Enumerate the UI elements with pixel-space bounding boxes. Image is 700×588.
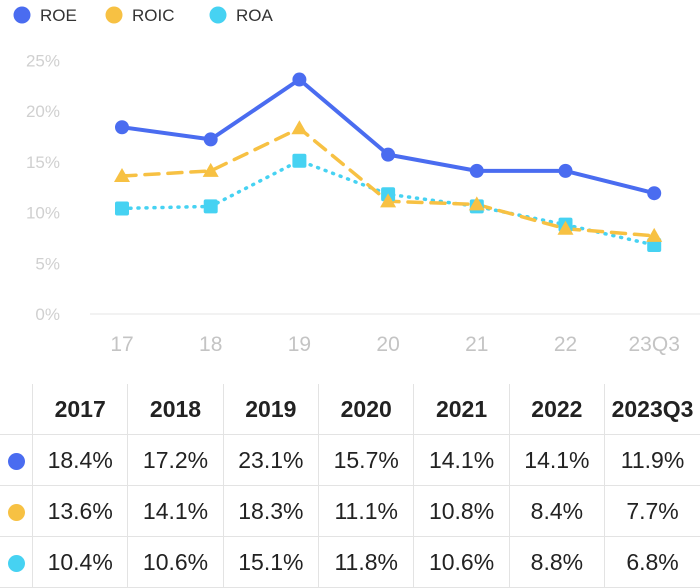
table-header-cell: 2019 xyxy=(222,384,320,435)
roe-point xyxy=(647,186,662,201)
roe-point xyxy=(558,163,573,178)
table-header-cell: 2022 xyxy=(508,384,606,435)
table-header-cell: 2021 xyxy=(413,384,510,435)
table-cell: 10.8% xyxy=(413,485,510,537)
roa-color-dot-cell xyxy=(0,536,33,588)
legend-dot-roa xyxy=(209,6,227,24)
roe-point xyxy=(292,72,307,87)
x-tick-label: 18 xyxy=(199,333,222,356)
table-cell: 17.2% xyxy=(127,434,224,486)
table-cell: 10.6% xyxy=(127,536,224,588)
table-cell: 14.1% xyxy=(508,434,606,486)
table-cell: 14.1% xyxy=(127,485,224,537)
table-cell: 18.4% xyxy=(31,434,129,486)
x-tick-label: 20 xyxy=(376,333,399,356)
legend-label-roa: ROA xyxy=(236,6,274,25)
roe-point xyxy=(381,147,396,162)
legend-label-roic: ROIC xyxy=(132,6,175,25)
legend-label-roe: ROE xyxy=(40,6,77,25)
x-tick-label: 22 xyxy=(554,333,577,356)
table-corner-cell xyxy=(0,384,33,435)
table-cell: 8.4% xyxy=(508,485,606,537)
roa-point xyxy=(203,199,218,214)
roic-point xyxy=(380,193,397,208)
roic-color-dot-cell xyxy=(0,485,33,537)
table-row-roa: 10.4% 10.6% 15.1% 11.8% 10.6% 8.8% 6.8% xyxy=(0,536,700,588)
y-tick-label: 20% xyxy=(26,102,60,121)
roic-point xyxy=(557,220,574,235)
roe-point xyxy=(115,120,129,135)
table-row-roe: 18.4% 17.2% 23.1% 15.7% 14.1% 14.1% 11.9… xyxy=(0,434,700,486)
table-header-cell: 2018 xyxy=(127,384,224,435)
y-tick-label: 15% xyxy=(26,153,60,172)
x-tick-label: 21 xyxy=(465,333,488,356)
table-header-cell: 2020 xyxy=(318,384,415,435)
roa-point xyxy=(292,153,307,168)
table-cell: 15.1% xyxy=(222,536,320,588)
series-lines xyxy=(120,77,657,247)
table-cell: 15.7% xyxy=(318,434,415,486)
table-header-row: 2017 2018 2019 2020 2021 2022 2023Q3 xyxy=(0,384,700,435)
table-cell: 8.8% xyxy=(508,536,606,588)
roa-dot-icon xyxy=(7,554,25,572)
series-markers xyxy=(114,72,663,252)
x-tick-label: 17 xyxy=(110,333,133,356)
x-tick-label: 23Q3 xyxy=(629,333,680,356)
table-row-roic: 13.6% 14.1% 18.3% 11.1% 10.8% 8.4% 7.7% xyxy=(0,485,700,537)
data-table: 2017 2018 2019 2020 2021 2022 2023Q3 18.… xyxy=(0,384,700,588)
roic-point xyxy=(468,196,485,211)
x-tick-label: 19 xyxy=(288,333,311,356)
table-cell: 7.7% xyxy=(604,485,700,537)
roe-point xyxy=(203,132,218,147)
table-cell: 10.4% xyxy=(31,536,129,588)
series-line-roic xyxy=(120,126,656,238)
roic-point xyxy=(114,167,130,182)
table-cell: 18.3% xyxy=(222,485,320,537)
roic-dot-icon xyxy=(7,503,25,521)
y-axis: 0% 5% 10% 15% 20% 25% xyxy=(26,51,60,324)
x-axis: 17 18 19 20 21 22 23Q3 xyxy=(110,333,680,356)
line-chart: ROE ROIC ROA 0% 5% 10% 15% 20% 25% 17 18 19 20 21 22… xyxy=(13,6,700,356)
table-cell: 23.1% xyxy=(222,434,320,486)
table-header-cell: 2023Q3 xyxy=(604,384,700,435)
roic-point xyxy=(202,162,219,177)
roic-point xyxy=(291,120,308,135)
series-line-roe xyxy=(120,77,657,196)
legend-dot-roe xyxy=(13,6,31,24)
y-tick-label: 5% xyxy=(35,254,60,273)
chart-legend: ROE ROIC ROA xyxy=(13,6,274,25)
table-cell: 11.1% xyxy=(318,485,415,537)
table-cell: 10.6% xyxy=(413,536,510,588)
y-tick-label: 0% xyxy=(35,305,60,324)
roe-point xyxy=(469,163,484,178)
table-header-cell: 2017 xyxy=(31,384,129,435)
table-cell: 6.8% xyxy=(604,536,700,588)
roic-point xyxy=(646,227,663,242)
y-tick-label: 10% xyxy=(26,204,60,223)
table-cell: 11.9% xyxy=(604,434,700,486)
roe-dot-icon xyxy=(7,452,25,470)
legend-dot-roic xyxy=(105,6,123,24)
roa-point xyxy=(115,201,129,216)
table-cell: 13.6% xyxy=(31,485,129,537)
table-cell: 14.1% xyxy=(413,434,510,486)
roe-color-dot-cell xyxy=(0,434,33,486)
table-cell: 11.8% xyxy=(318,536,415,588)
y-tick-label: 25% xyxy=(26,51,60,70)
